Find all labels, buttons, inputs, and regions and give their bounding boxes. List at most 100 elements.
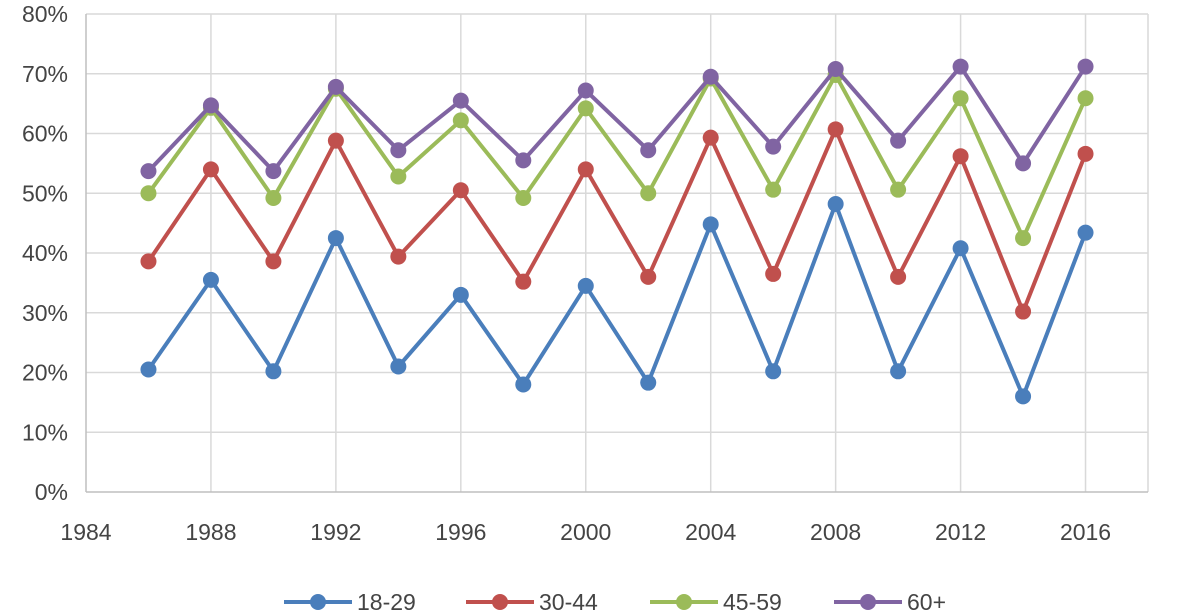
- data-point: [577, 100, 594, 117]
- legend-marker: [310, 594, 326, 610]
- legend-label: 30-44: [539, 589, 598, 615]
- data-point: [827, 196, 844, 213]
- y-tick-label: 20%: [22, 360, 68, 386]
- data-point: [1077, 90, 1094, 107]
- legend-item: 30-44: [466, 589, 598, 615]
- data-point: [265, 363, 282, 380]
- data-point: [827, 60, 844, 77]
- data-point: [452, 112, 469, 129]
- data-point: [577, 277, 594, 294]
- legend-item: 60+: [834, 589, 946, 615]
- data-point: [140, 253, 157, 270]
- series-60+: [140, 58, 1094, 180]
- data-point: [640, 142, 657, 159]
- series-30-44: [140, 121, 1094, 320]
- data-point: [827, 121, 844, 138]
- x-tick-label: 2008: [810, 519, 861, 545]
- data-point: [890, 363, 907, 380]
- x-tick-label: 1996: [435, 519, 486, 545]
- legend-marker: [492, 594, 508, 610]
- data-point: [452, 286, 469, 303]
- data-point: [202, 271, 219, 288]
- y-tick-label: 50%: [22, 180, 68, 206]
- x-tick-label: 1984: [60, 519, 111, 545]
- data-point: [952, 148, 969, 165]
- data-point: [640, 268, 657, 285]
- data-point: [1015, 388, 1032, 405]
- data-point: [515, 152, 532, 169]
- data-point: [390, 248, 407, 265]
- data-point: [140, 185, 157, 202]
- data-point: [952, 58, 969, 75]
- x-tick-label: 2012: [935, 519, 986, 545]
- data-point: [202, 97, 219, 114]
- y-tick-label: 30%: [22, 300, 68, 326]
- x-tick-label: 2004: [685, 519, 736, 545]
- y-tick-label: 60%: [22, 121, 68, 147]
- y-axis-ticks: 0% 10% 20% 30% 40% 50% 60% 70% 80%: [22, 1, 68, 505]
- y-tick-label: 70%: [22, 61, 68, 87]
- data-point: [140, 361, 157, 378]
- y-tick-label: 80%: [22, 1, 68, 27]
- y-tick-label: 10%: [22, 419, 68, 445]
- legend-marker: [676, 594, 692, 610]
- legend-label: 60+: [907, 589, 946, 615]
- data-point: [640, 374, 657, 391]
- data-point: [577, 82, 594, 99]
- legend-label: 45-59: [723, 589, 782, 615]
- data-point: [515, 376, 532, 393]
- data-point: [202, 161, 219, 178]
- x-axis-ticks: 1984 1988 1992 1996 2000 2004 2008 2012 2016: [60, 519, 1111, 545]
- data-point: [390, 358, 407, 375]
- series-lines: [140, 58, 1094, 405]
- data-point: [515, 273, 532, 290]
- data-point: [577, 161, 594, 178]
- data-point: [890, 132, 907, 149]
- data-point: [140, 163, 157, 180]
- data-point: [1077, 145, 1094, 162]
- data-point: [327, 132, 344, 149]
- data-point: [390, 168, 407, 185]
- legend-label: 18-29: [357, 589, 416, 615]
- data-point: [765, 181, 782, 198]
- data-point: [327, 78, 344, 95]
- legend-item: 45-59: [650, 589, 782, 615]
- data-point: [765, 363, 782, 380]
- data-point: [452, 92, 469, 109]
- legend-marker: [860, 594, 876, 610]
- legend-item: 18-29: [284, 589, 416, 615]
- data-point: [265, 253, 282, 270]
- y-tick-label: 0%: [35, 479, 68, 505]
- grid-lines: [86, 13, 1149, 492]
- legend: 18-29 30-44 45-59 60+: [284, 589, 946, 615]
- series-line: [146, 127, 1088, 314]
- y-tick-label: 40%: [22, 240, 68, 266]
- data-point: [702, 68, 719, 85]
- data-point: [890, 268, 907, 285]
- data-point: [765, 265, 782, 282]
- data-point: [890, 181, 907, 198]
- data-point: [765, 138, 782, 155]
- series-line: [146, 72, 1088, 241]
- data-point: [640, 185, 657, 202]
- series-line: [146, 202, 1088, 399]
- data-point: [702, 129, 719, 146]
- series-line: [146, 64, 1088, 174]
- data-point: [1015, 230, 1032, 247]
- data-point: [265, 163, 282, 180]
- data-point: [1077, 224, 1094, 241]
- data-point: [952, 240, 969, 257]
- data-point: [452, 182, 469, 199]
- data-point: [265, 190, 282, 207]
- data-point: [1015, 303, 1032, 320]
- data-point: [390, 142, 407, 159]
- data-point: [702, 216, 719, 233]
- axes: [85, 14, 1148, 493]
- x-tick-label: 2016: [1060, 519, 1111, 545]
- series-18-29: [140, 196, 1094, 405]
- x-tick-label: 1992: [310, 519, 361, 545]
- data-point: [952, 90, 969, 107]
- x-tick-label: 2000: [560, 519, 611, 545]
- data-point: [515, 190, 532, 207]
- data-point: [1015, 155, 1032, 172]
